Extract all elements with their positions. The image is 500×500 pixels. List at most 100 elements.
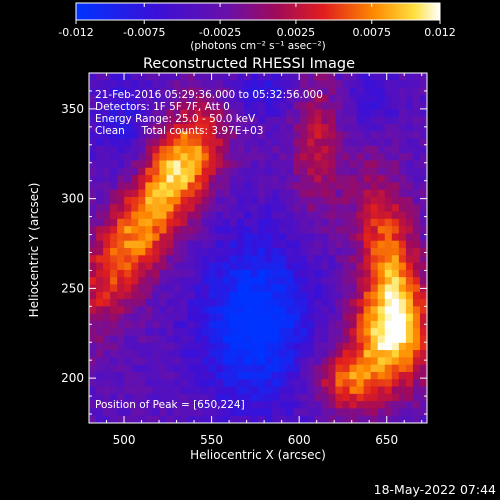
heatmap-cell	[236, 306, 245, 315]
heatmap-cell	[250, 342, 259, 351]
heatmap-cell	[110, 196, 118, 205]
heatmap-cell	[208, 80, 217, 88]
heatmap-cell	[180, 102, 188, 110]
heatmap-cell	[314, 124, 322, 132]
heatmap-cell	[356, 116, 365, 125]
heatmap-cell	[103, 80, 111, 88]
heatmap-cell	[243, 87, 252, 96]
heatmap-cell	[328, 218, 336, 227]
heatmap-cell	[152, 335, 160, 344]
heatmap-cell	[236, 255, 245, 263]
heatmap-cell	[96, 182, 104, 191]
heatmap-cell	[405, 408, 414, 417]
heatmap-cell	[173, 73, 181, 81]
heatmap-cell	[391, 145, 400, 154]
heatmap-cell	[300, 277, 308, 285]
heatmap-cell	[250, 291, 259, 300]
heatmap-cell	[321, 284, 329, 293]
heatmap-cell	[412, 240, 421, 249]
heatmap-cell	[328, 226, 336, 234]
heatmap-cell	[194, 320, 203, 329]
heatmap-cell	[131, 357, 139, 366]
heatmap-cell	[145, 408, 153, 417]
heatmap-cell	[180, 401, 188, 409]
heatmap-cell	[384, 269, 393, 278]
y-tick-label: 300	[61, 192, 84, 206]
heatmap-cell	[293, 175, 301, 183]
heatmap-cell	[236, 233, 245, 242]
heatmap-cell	[370, 80, 379, 88]
heatmap-cell	[272, 124, 280, 132]
heatmap-cell	[405, 306, 414, 315]
heatmap-cell	[286, 364, 294, 373]
heatmap-cell	[89, 175, 97, 183]
heatmap-cell	[243, 116, 252, 125]
heatmap-cell	[272, 320, 280, 329]
heatmap-cell	[279, 357, 287, 366]
heatmap-cell	[377, 277, 386, 285]
heatmap-cell	[279, 269, 287, 278]
heatmap-cell	[398, 131, 407, 140]
heatmap-cell	[159, 364, 167, 373]
heatmap-cell	[243, 204, 252, 212]
heatmap-cell	[117, 211, 125, 220]
heatmap-cell	[243, 350, 252, 358]
heatmap-cell	[201, 328, 210, 336]
heatmap-cell	[159, 124, 167, 132]
heatmap-cell	[229, 371, 238, 380]
heatmap-cell	[286, 415, 294, 424]
heatmap-cell	[166, 73, 174, 81]
heatmap-cell	[117, 342, 125, 351]
heatmap-cell	[187, 80, 196, 88]
heatmap-cell	[117, 313, 125, 322]
heatmap-cell	[412, 218, 421, 227]
heatmap-cell	[152, 211, 160, 220]
heatmap-cell	[96, 371, 104, 380]
heatmap-cell	[370, 393, 379, 402]
heatmap-cell	[412, 291, 421, 300]
heatmap-cell	[349, 167, 357, 176]
heatmap-cell	[96, 277, 104, 285]
heatmap-cell	[412, 73, 421, 81]
heatmap-cell	[342, 350, 350, 358]
heatmap-cell	[258, 357, 266, 366]
heatmap-cell	[384, 233, 393, 242]
heatmap-cell	[258, 320, 266, 329]
heatmap-cell	[173, 335, 181, 344]
heatmap-cell	[300, 131, 308, 140]
heatmap-cell	[110, 284, 118, 293]
heatmap-cell	[342, 240, 350, 249]
heatmap-cell	[279, 379, 287, 387]
heatmap-cell	[152, 182, 160, 191]
heatmap-cell	[279, 386, 287, 395]
heatmap-cell	[356, 102, 365, 110]
heatmap-cell	[201, 393, 210, 402]
heatmap-cell	[405, 364, 414, 373]
heatmap-cell	[377, 73, 386, 81]
heatmap-cell	[349, 94, 357, 103]
heatmap-cell	[159, 102, 167, 110]
heatmap-cell	[173, 124, 181, 132]
heatmap-cell	[215, 284, 224, 293]
heatmap-cell	[201, 80, 210, 88]
heatmap-cell	[243, 226, 252, 234]
heatmap-cell	[398, 116, 407, 125]
heatmap-cell	[321, 109, 329, 118]
heatmap-cell	[159, 138, 167, 147]
heatmap-cell	[243, 153, 252, 161]
heatmap-cell	[419, 73, 428, 81]
heatmap-cell	[342, 160, 350, 169]
heatmap-cell	[328, 408, 336, 417]
heatmap-cell	[328, 94, 336, 103]
heatmap-cell	[194, 269, 203, 278]
heatmap-cell	[272, 218, 280, 227]
heatmap-cell	[173, 211, 181, 220]
heatmap-cell	[349, 87, 357, 96]
heatmap-cell	[201, 175, 210, 183]
heatmap-cell	[384, 335, 393, 344]
heatmap-cell	[286, 80, 294, 88]
heatmap-cell	[321, 189, 329, 198]
heatmap-cell	[342, 255, 350, 263]
heatmap-cell	[412, 328, 421, 336]
heatmap-cell	[286, 233, 294, 242]
